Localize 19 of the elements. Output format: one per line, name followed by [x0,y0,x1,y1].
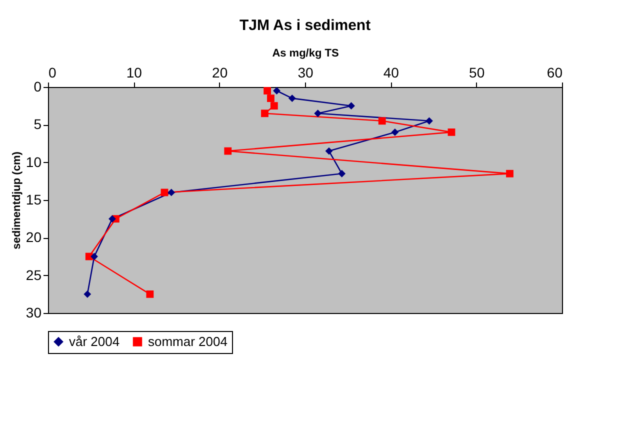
legend-label: sommar 2004 [148,334,228,349]
y-axis-title: sedimentdjup (cm) [10,151,23,250]
x-tick-label: 60 [546,64,563,80]
y-tick-label: 5 [34,116,42,132]
x-tick-label: 40 [383,64,400,80]
chart-title: TJM As i sediment [239,17,371,34]
x-tick-label: 10 [126,64,142,80]
x-axis-title: As mg/kg TS [272,48,339,60]
y-tick-label: 15 [26,192,42,208]
legend-label: vår 2004 [69,334,120,349]
x-tick-label: 50 [469,64,485,80]
x-tick-label: 20 [212,64,228,80]
y-tick-label: 30 [26,304,42,320]
y-tick-label: 0 [34,78,42,94]
x-tick-label: 0 [48,64,56,80]
y-tick-label: 20 [26,229,42,246]
y-tick-label: 25 [26,266,42,283]
x-tick-label: 30 [298,64,314,80]
y-tick-label: 10 [26,154,42,170]
